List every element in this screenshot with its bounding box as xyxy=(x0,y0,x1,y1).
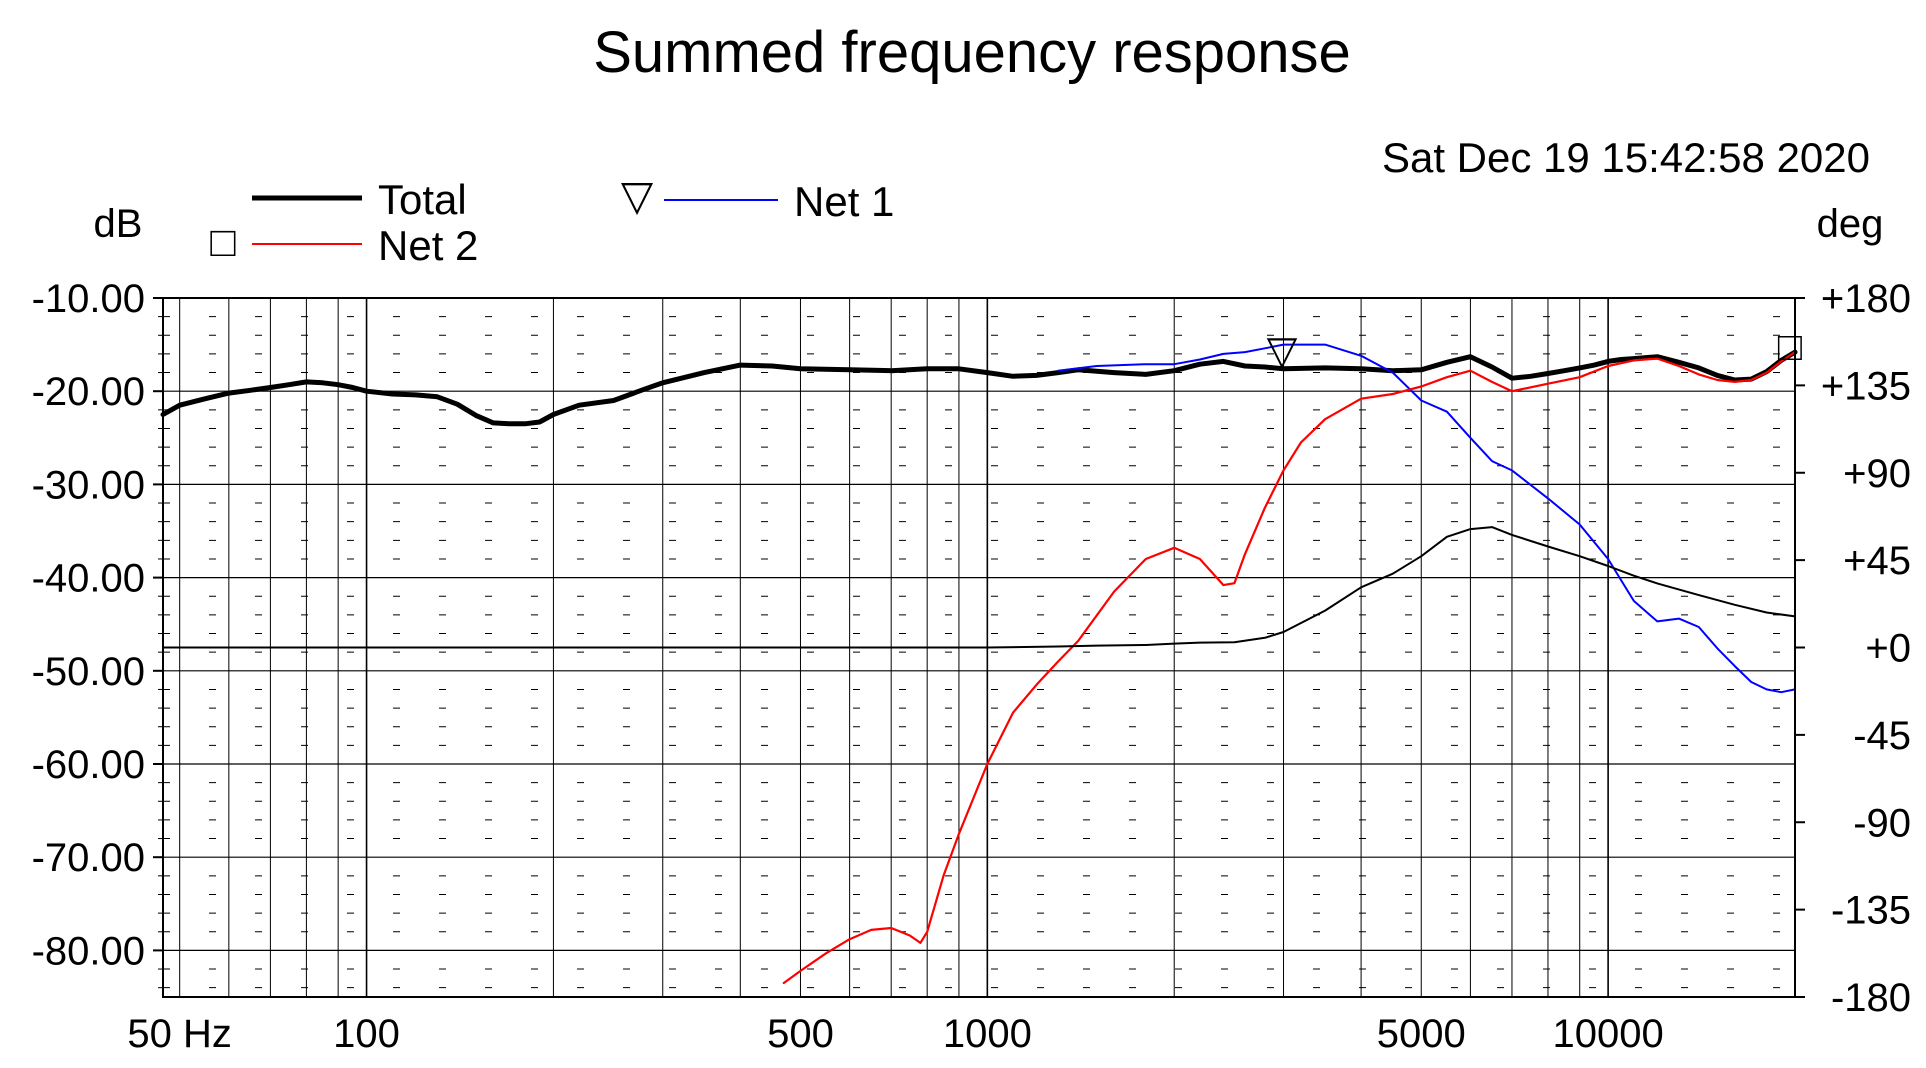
x-axis: 50 Hz 100 500 1000 5000 10000 xyxy=(127,1012,1663,1056)
right-tick-label: -135 xyxy=(1831,889,1911,933)
left-tick-label: -10.00 xyxy=(32,277,145,321)
left-tick-label: -40.00 xyxy=(32,557,145,601)
series-group xyxy=(160,343,1798,985)
series-line-net-2 xyxy=(782,351,1797,985)
left-tick-label: -20.00 xyxy=(32,370,145,414)
legend-label-total: Total xyxy=(378,176,467,223)
right-tick-label: +0 xyxy=(1865,627,1911,671)
right-tick-label: +180 xyxy=(1821,277,1911,321)
x-tick-label: 1000 xyxy=(943,1012,1032,1056)
series-line-net-1 xyxy=(1057,343,1796,694)
right-tick-label: -90 xyxy=(1853,801,1911,845)
left-tick-label: -50.00 xyxy=(32,650,145,694)
right-tick-label: +135 xyxy=(1821,364,1911,408)
x-tick-label: 5000 xyxy=(1377,1012,1466,1056)
net1-marker: ▽ xyxy=(1267,329,1298,373)
left-tick-label: -60.00 xyxy=(32,743,145,787)
series-line-total xyxy=(160,349,1798,427)
left-y-axis: -10.00 -20.00 -30.00 -40.00 -50.00 -60.00 -70.… xyxy=(32,277,163,989)
right-y-axis: +180 +135 +90 +45 +0 -45 -90 -135 -180 xyxy=(1795,277,1911,1020)
legend-label-net2: Net 2 xyxy=(378,222,478,269)
series-markers: ▽ □ xyxy=(1267,325,1802,373)
right-tick-label: +90 xyxy=(1843,452,1911,496)
left-tick-label: -30.00 xyxy=(32,463,145,507)
x-tick-label: 100 xyxy=(333,1012,400,1056)
right-tick-label: -180 xyxy=(1831,976,1911,1020)
right-axis-unit: deg xyxy=(1817,202,1884,246)
legend: Total □ Net 2 ▽ Net 1 xyxy=(210,172,894,269)
legend-marker-net1: ▽ xyxy=(621,172,654,219)
x-tick-label: 500 xyxy=(767,1012,834,1056)
chart-title: Summed frequency response xyxy=(593,20,1351,85)
right-tick-label: +45 xyxy=(1843,539,1911,583)
legend-label-net1: Net 1 xyxy=(794,178,894,225)
left-tick-label: -80.00 xyxy=(32,929,145,973)
left-axis-unit: dB xyxy=(94,202,143,246)
legend-marker-net2: □ xyxy=(210,218,236,265)
plot-frame xyxy=(162,297,1796,998)
series-line-phase xyxy=(162,526,1796,649)
x-tick-label: 10000 xyxy=(1553,1012,1664,1056)
chart-timestamp: Sat Dec 19 15:42:58 2020 xyxy=(1382,134,1870,181)
net2-marker: □ xyxy=(1778,325,1802,369)
left-tick-label: -70.00 xyxy=(32,836,145,880)
right-tick-label: -45 xyxy=(1853,714,1911,758)
x-tick-label: 50 Hz xyxy=(127,1012,232,1056)
